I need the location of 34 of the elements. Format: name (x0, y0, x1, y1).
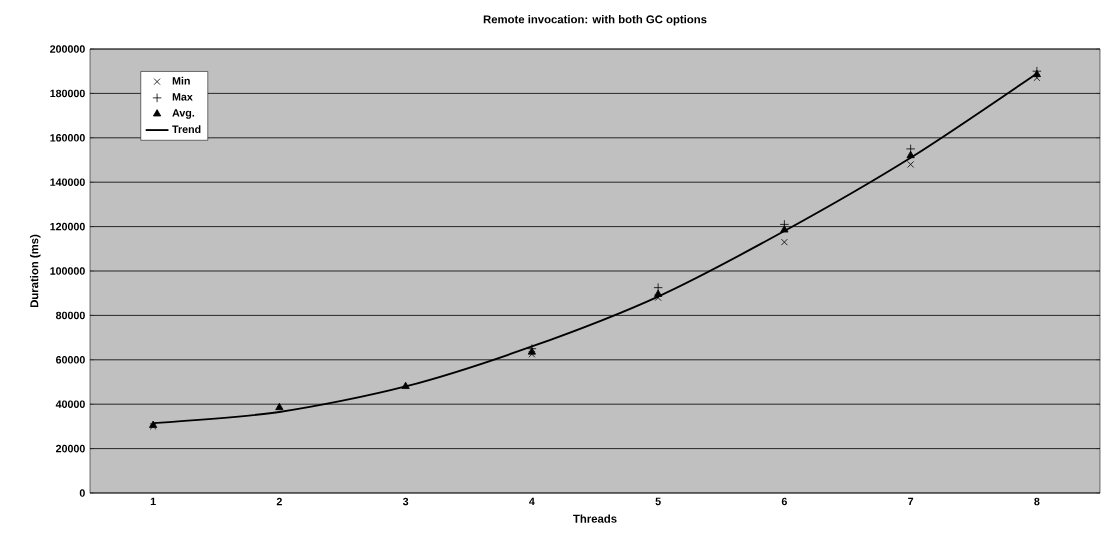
x-tick-label: 7 (908, 497, 914, 506)
legend-label: Min (172, 76, 190, 85)
point (401, 381, 410, 389)
point (906, 150, 915, 159)
y-tick-label: 140000 (50, 178, 85, 186)
x-tick-label: 1 (150, 497, 156, 506)
point (654, 289, 663, 297)
x-tick-label: 2 (276, 497, 282, 506)
x-tick-label: 5 (655, 497, 661, 506)
legend-label: Max (172, 93, 193, 101)
y-tick-label: 160000 (50, 134, 85, 142)
legend-label: Avg. (172, 109, 195, 119)
x-tick-label: 6 (781, 497, 787, 506)
point (780, 238, 788, 246)
y-tick-label: 40000 (55, 400, 85, 408)
y-tick-label: 100000 (50, 267, 85, 275)
point (780, 225, 789, 233)
x-tick-label: 3 (402, 497, 409, 506)
x-tick-label: 8 (1034, 497, 1040, 506)
x-axis-title: Threads (573, 514, 617, 523)
point (653, 282, 663, 293)
legend-label: Trend (172, 125, 201, 134)
chart-title: Remote invocation: with both GC options (483, 15, 707, 26)
y-tick-label: 0 (79, 489, 85, 497)
y-tick-label: 80000 (55, 311, 85, 320)
y-tick-label: 120000 (50, 222, 85, 231)
y-tick-label: 20000 (56, 444, 85, 453)
y-tick-label: 200000 (50, 45, 85, 53)
y-tick-label: 180000 (50, 89, 85, 98)
y-axis-title: Duration (ms) (29, 234, 41, 308)
point (275, 402, 284, 411)
y-tick-label: 60000 (56, 356, 85, 364)
x-tick-label: 4 (529, 497, 535, 506)
point (907, 161, 915, 168)
